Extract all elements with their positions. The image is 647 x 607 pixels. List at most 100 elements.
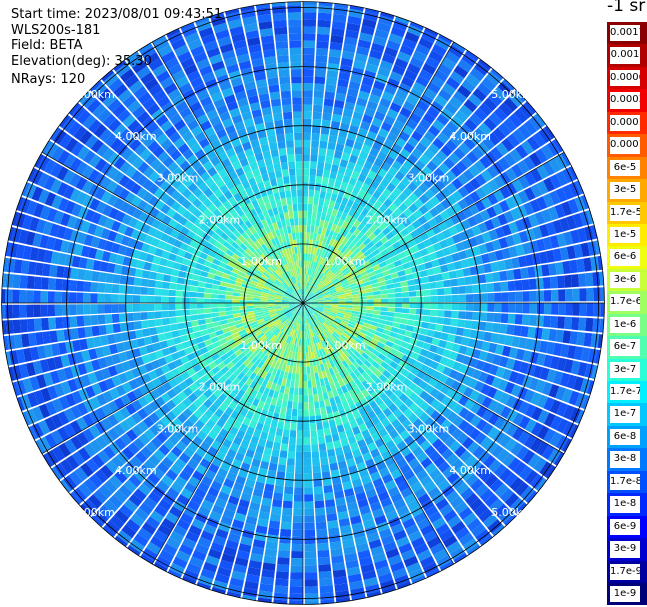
range-gate: [221, 87, 234, 98]
range-gate: [569, 259, 578, 274]
range-gate: [317, 334, 323, 342]
range-gate: [150, 263, 159, 272]
range-gate: [304, 572, 318, 580]
range-gate: [473, 160, 486, 173]
range-gate: [183, 251, 193, 260]
range-gate: [261, 294, 269, 298]
range-gate: [305, 338, 308, 346]
range-gate: [249, 380, 257, 389]
range-gate: [195, 447, 207, 458]
range-gate: [284, 292, 291, 297]
range-gate: [348, 81, 361, 91]
range-gate: [319, 400, 326, 408]
range-gate: [591, 364, 598, 380]
range-gate: [250, 280, 258, 286]
range-gate: [324, 228, 331, 237]
range-gate: [294, 487, 303, 495]
range-gate: [512, 359, 523, 372]
range-gate: [292, 529, 303, 538]
range-gate: [391, 227, 401, 236]
range-gate: [240, 223, 249, 232]
range-gate: [353, 228, 361, 237]
range-gate: [239, 243, 248, 251]
range-gate: [236, 380, 245, 390]
range-gate: [267, 301, 275, 303]
range-gate: [435, 523, 450, 536]
range-gate: [307, 292, 313, 298]
range-gate: [377, 490, 390, 502]
range-gate: [337, 218, 345, 227]
range-gate: [209, 510, 222, 522]
range-gate: [330, 255, 337, 263]
range-gate: [319, 234, 325, 243]
range-gate: [222, 438, 233, 449]
range-gate: [365, 313, 373, 318]
range-gate: [424, 394, 435, 405]
range-gate: [102, 390, 114, 403]
range-gate: [172, 384, 183, 395]
range-gate: [195, 243, 205, 252]
range-gate: [241, 383, 249, 393]
range-gate: [285, 350, 291, 358]
range-gate: [418, 182, 429, 194]
range-gate: [285, 335, 291, 343]
range-gate: [319, 274, 326, 281]
range-gate: [304, 281, 307, 289]
range-gate: [171, 395, 182, 406]
range-gate: [282, 429, 290, 437]
range-gate: [369, 223, 378, 233]
range-gate: [548, 206, 559, 221]
range-gate: [93, 225, 104, 238]
range-gate: [585, 272, 594, 287]
range-gate: [274, 337, 280, 345]
range-gate: [436, 317, 445, 325]
range-gate: [311, 444, 319, 452]
range-gate: [347, 262, 355, 270]
range-gate: [440, 384, 451, 395]
range-gate: [478, 508, 493, 523]
range-gate: [107, 194, 119, 207]
range-gate: [290, 572, 303, 580]
range-gate: [296, 290, 301, 297]
range-gate: [445, 170, 457, 182]
range-gate: [253, 305, 261, 309]
range-gate: [449, 351, 459, 361]
range-gate: [352, 308, 360, 312]
range-gate: [391, 343, 401, 351]
range-gate: [54, 462, 68, 479]
range-gate: [77, 109, 91, 125]
range-gate: [53, 238, 63, 252]
range-gate: [225, 310, 233, 316]
range-gate: [497, 81, 513, 97]
range-gate: [318, 341, 324, 350]
range-gate: [197, 314, 205, 320]
range-gate: [445, 206, 456, 217]
range-gate: [385, 340, 394, 348]
range-gate: [77, 327, 86, 339]
range-gate: [314, 240, 320, 249]
range-gate: [233, 368, 242, 377]
range-gate: [228, 353, 237, 361]
range-gate: [312, 287, 318, 293]
range-gate: [320, 407, 327, 415]
range-gate: [169, 531, 184, 544]
range-gate: [492, 161, 505, 175]
range-gate: [157, 240, 167, 250]
range-gate: [338, 378, 345, 387]
range-gate: [343, 545, 357, 555]
range-gate: [451, 303, 460, 311]
range-gate: [253, 298, 261, 301]
range-gate: [334, 283, 342, 289]
range-gate: [439, 529, 454, 542]
range-gate: [328, 178, 336, 187]
range-gate: [312, 313, 318, 319]
range-gate: [174, 475, 188, 488]
range-gate: [405, 524, 419, 536]
range-gate: [195, 228, 205, 238]
range-gate: [401, 368, 411, 378]
range-gate: [62, 316, 71, 329]
range-gate: [349, 154, 358, 164]
range-gate: [311, 140, 320, 148]
range-gate: [311, 218, 316, 226]
range-gate: [271, 368, 278, 376]
